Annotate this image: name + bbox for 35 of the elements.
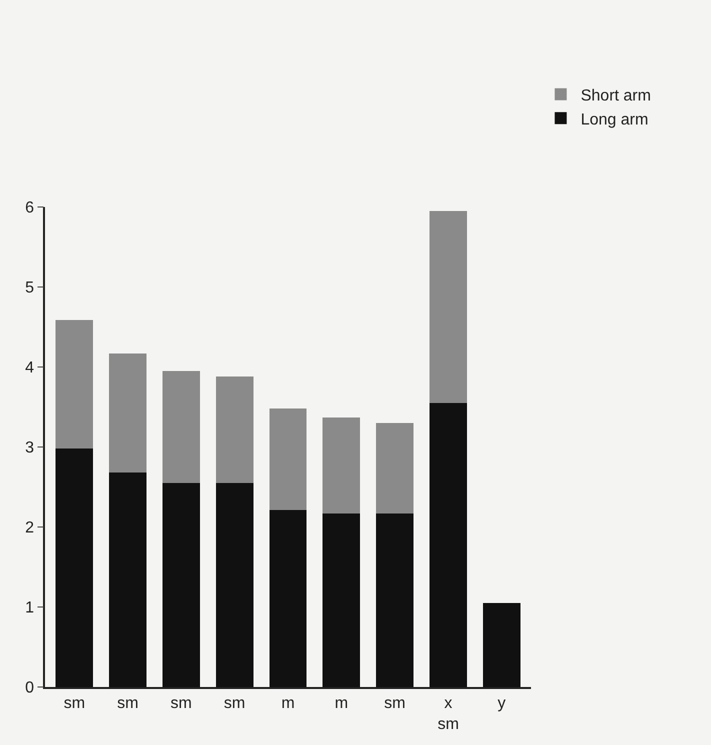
bar [216, 483, 254, 687]
bar [482, 603, 520, 687]
legend-label: Long arm [580, 111, 648, 128]
bar [56, 448, 94, 687]
x-tick-label: sm [384, 694, 406, 712]
y-tick-label: 0 [25, 680, 34, 697]
y-tick-label: 1 [25, 600, 34, 617]
x-tick-label: sm [117, 694, 138, 712]
bar [430, 211, 467, 403]
bar [109, 472, 146, 687]
bar [322, 417, 360, 514]
bar [430, 403, 467, 687]
x-tick-label: m [281, 694, 295, 712]
y-tick-label: 3 [25, 440, 34, 457]
y-tick-label: 4 [25, 360, 34, 377]
y-tick-label: 6 [25, 200, 34, 217]
bar [162, 371, 200, 483]
bar [269, 408, 307, 510]
x-tick-label: sm [64, 694, 86, 712]
bar [269, 510, 307, 687]
x-tick-label: y [498, 694, 506, 712]
bar [216, 376, 254, 483]
x-tick-label: sm [170, 694, 192, 712]
legend-label: Short arm [580, 88, 651, 105]
x-tick-label: x sm [438, 694, 459, 733]
x-tick-label: sm [224, 694, 246, 712]
bar [376, 423, 414, 514]
y-tick-label: 2 [25, 520, 34, 537]
y-tick-label: 5 [25, 280, 34, 297]
bar [56, 320, 94, 449]
x-tick-label: m [334, 694, 348, 712]
bar [109, 353, 146, 473]
bar [376, 513, 414, 687]
bar [162, 483, 200, 687]
bar [322, 513, 360, 687]
